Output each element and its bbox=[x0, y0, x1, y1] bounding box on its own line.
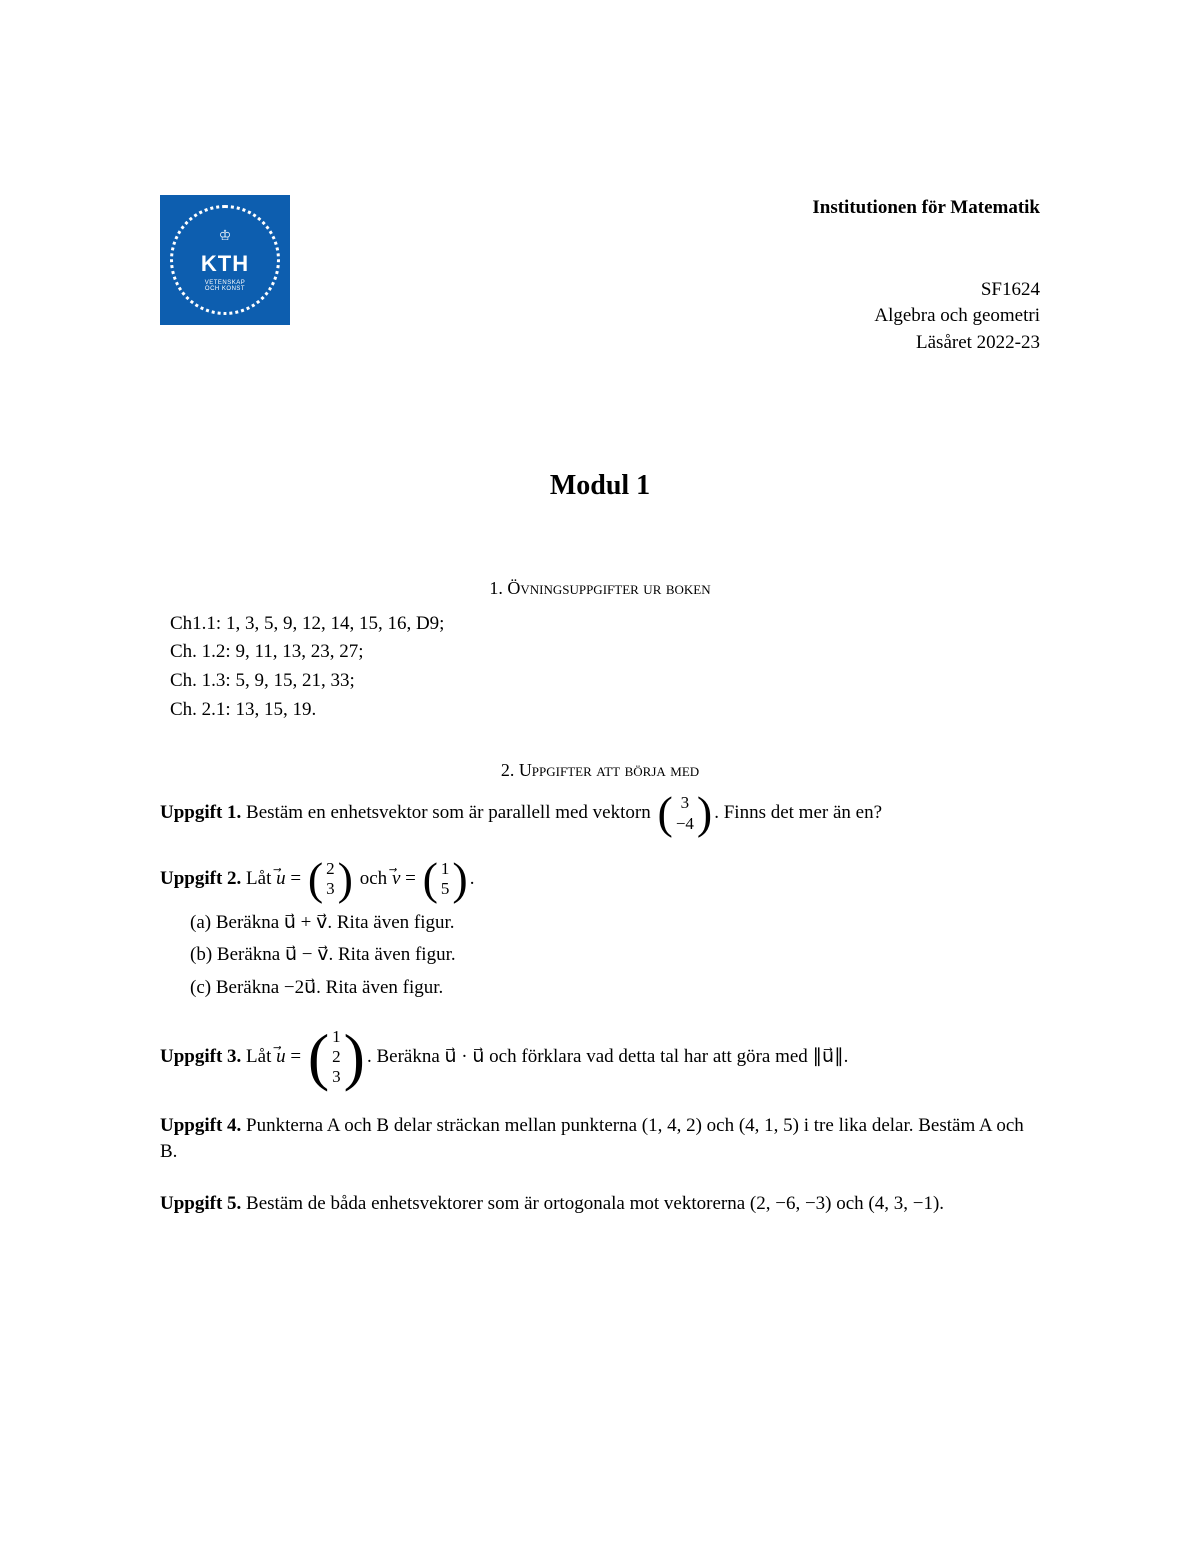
task1-label: Uppgift 1. bbox=[160, 802, 241, 823]
vector-column: 3 −4 bbox=[673, 793, 697, 834]
subtask-a: (a) Beräkna u⃗ + v⃗. Rita även figur. bbox=[190, 910, 1040, 937]
vec-entry: −4 bbox=[676, 814, 694, 834]
book-exercise-list: Ch1.1: 1, 3, 5, 9, 12, 14, 15, 16, D9; C… bbox=[170, 611, 1040, 723]
vec-entry: 1 bbox=[441, 859, 450, 879]
institution-name: Institutionen för Matematik bbox=[812, 195, 1040, 222]
academic-year: Läsåret 2022-23 bbox=[812, 330, 1040, 357]
task-2: Uppgift 2. Låt u = ( 2 3 ) och v = ( 1 5… bbox=[160, 859, 1040, 1002]
task-4: Uppgift 4. Punkterna A och B delar sträc… bbox=[160, 1113, 1040, 1166]
task2-text1: Låt bbox=[241, 868, 276, 889]
course-code: SF1624 bbox=[812, 277, 1040, 304]
task4-label: Uppgift 4. bbox=[160, 1115, 241, 1136]
logo-ring: ♔ KTH VETENSKAP OCH KONST bbox=[170, 205, 280, 315]
crown-icon: ♔ bbox=[219, 227, 232, 247]
exercise-line: Ch1.1: 1, 3, 5, 9, 12, 14, 15, 16, D9; bbox=[170, 611, 1040, 638]
right-paren-icon: ) bbox=[697, 795, 712, 832]
vector-column: 1 2 3 bbox=[329, 1027, 344, 1088]
vec-entry: 3 bbox=[676, 793, 694, 813]
task-3: Uppgift 3. Låt u = ( 1 2 3 ) . Beräkna u… bbox=[160, 1027, 1040, 1088]
vec-entry: 1 bbox=[332, 1027, 341, 1047]
logo-sub-text2: OCH KONST bbox=[205, 286, 245, 293]
task3-text1: Låt bbox=[241, 1046, 276, 1067]
section2-heading: 2. Uppgifter att börja med bbox=[160, 758, 1040, 783]
left-paren-icon: ( bbox=[308, 861, 323, 898]
task1-text-before: Bestäm en enhetsvektor som är parallell … bbox=[241, 802, 655, 823]
kth-logo: ♔ KTH VETENSKAP OCH KONST bbox=[160, 195, 290, 325]
task5-label: Uppgift 5. bbox=[160, 1193, 241, 1214]
exercise-line: Ch. 2.1: 13, 15, 19. bbox=[170, 697, 1040, 724]
vector-column: 1 5 bbox=[438, 859, 453, 900]
vector-u-symbol: u bbox=[276, 1044, 286, 1071]
task-5: Uppgift 5. Bestäm de båda enhetsvektorer… bbox=[160, 1191, 1040, 1218]
vec-entry: 3 bbox=[326, 879, 335, 899]
left-paren-icon: ( bbox=[657, 795, 672, 832]
exercise-line: Ch. 1.3: 5, 9, 15, 21, 33; bbox=[170, 668, 1040, 695]
vector-v-symbol: v bbox=[392, 866, 400, 893]
task2-vector-u: ( 2 3 ) bbox=[308, 859, 353, 900]
right-paren-icon: ) bbox=[452, 861, 467, 898]
right-paren-icon: ) bbox=[344, 1033, 365, 1081]
vec-entry: 5 bbox=[441, 879, 450, 899]
logo-main-text: KTH bbox=[201, 249, 249, 280]
task2-subtasks: (a) Beräkna u⃗ + v⃗. Rita även figur. (b… bbox=[190, 910, 1040, 1002]
vector-u-symbol: u bbox=[276, 866, 286, 893]
task2-label: Uppgift 2. bbox=[160, 868, 241, 889]
left-paren-icon: ( bbox=[308, 1033, 329, 1081]
task4-text: Punkterna A och B delar sträckan mellan … bbox=[160, 1115, 1024, 1163]
right-paren-icon: ) bbox=[338, 861, 353, 898]
task3-text2: . Beräkna u⃗ · u⃗ och förklara vad detta… bbox=[367, 1046, 848, 1067]
subtask-b: (b) Beräkna u⃗ − v⃗. Rita även figur. bbox=[190, 942, 1040, 969]
task1-text-after: . Finns det mer än en? bbox=[714, 802, 882, 823]
document-header: ♔ KTH VETENSKAP OCH KONST Institutionen … bbox=[160, 195, 1040, 356]
logo-sub-text1: VETENSKAP bbox=[205, 280, 246, 287]
task5-text: Bestäm de båda enhetsvektorer som är ort… bbox=[241, 1193, 944, 1214]
task1-vector: ( 3 −4 ) bbox=[657, 793, 712, 834]
exercise-line: Ch. 1.2: 9, 11, 13, 23, 27; bbox=[170, 639, 1040, 666]
course-name: Algebra och geometri bbox=[812, 303, 1040, 330]
header-right-block: Institutionen för Matematik SF1624 Algeb… bbox=[812, 195, 1040, 356]
vec-entry: 2 bbox=[326, 859, 335, 879]
section1-heading: 1. Övningsuppgifter ur boken bbox=[160, 576, 1040, 601]
left-paren-icon: ( bbox=[423, 861, 438, 898]
module-title: Modul 1 bbox=[160, 466, 1040, 505]
task2-text3: . bbox=[470, 868, 475, 889]
vector-column: 2 3 bbox=[323, 859, 338, 900]
task3-vector-u: ( 1 2 3 ) bbox=[308, 1027, 365, 1088]
vec-entry: 3 bbox=[332, 1067, 341, 1087]
task2-text2: och bbox=[355, 868, 392, 889]
vec-entry: 2 bbox=[332, 1047, 341, 1067]
task3-label: Uppgift 3. bbox=[160, 1046, 241, 1067]
task2-vector-v: ( 1 5 ) bbox=[423, 859, 468, 900]
subtask-c: (c) Beräkna −2u⃗. Rita även figur. bbox=[190, 975, 1040, 1002]
task-1: Uppgift 1. Bestäm en enhetsvektor som är… bbox=[160, 793, 1040, 834]
